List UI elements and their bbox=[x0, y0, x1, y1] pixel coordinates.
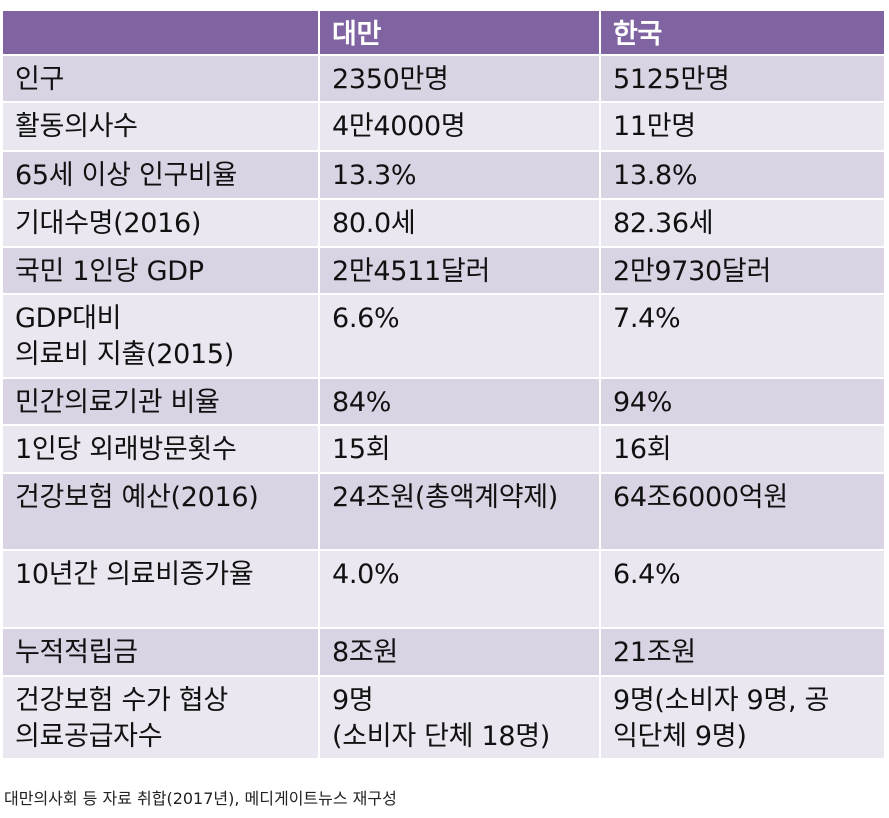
korea-value: 94% bbox=[601, 379, 886, 426]
taiwan-value: 2350만명 bbox=[320, 56, 601, 103]
table-row: 기대수명(2016) 80.0세 82.36세 bbox=[3, 200, 886, 248]
korea-value: 64조6000억원 bbox=[601, 474, 886, 551]
row-label: 10년간 의료비증가율 bbox=[3, 551, 320, 629]
row-label: 65세 이상 인구비율 bbox=[3, 152, 320, 200]
taiwan-value: 84% bbox=[320, 379, 601, 426]
taiwan-value: 80.0세 bbox=[320, 200, 601, 248]
header-cell-korea: 한국 bbox=[601, 11, 886, 56]
korea-value: 5125만명 bbox=[601, 56, 886, 103]
table-row: 65세 이상 인구비율 13.3% 13.8% bbox=[3, 152, 886, 200]
korea-value: 16회 bbox=[601, 426, 886, 474]
source-caption: 대만의사회 등 자료 취합(2017년), 메디게이트뉴스 재구성 bbox=[4, 789, 397, 808]
row-label: 국민 1인당 GDP bbox=[3, 248, 320, 295]
korea-value: 82.36세 bbox=[601, 200, 886, 248]
table-row: 1인당 외래방문횟수 15회 16회 bbox=[3, 426, 886, 474]
row-label: GDP대비 의료비 지출(2015) bbox=[3, 295, 320, 379]
row-label: 1인당 외래방문횟수 bbox=[3, 426, 320, 474]
taiwan-value: 24조원(총액계약제) bbox=[320, 474, 601, 551]
header-cell-blank bbox=[3, 11, 320, 56]
korea-value: 9명(소비자 9명, 공 익단체 9명) bbox=[601, 677, 886, 760]
row-label: 누적적립금 bbox=[3, 629, 320, 677]
taiwan-value: 4만4000명 bbox=[320, 103, 601, 152]
table-row: 건강보험 수가 협상 의료공급자수 9명 (소비자 단체 18명) 9명(소비자… bbox=[3, 677, 886, 760]
header-cell-taiwan: 대만 bbox=[320, 11, 601, 56]
table-row: 10년간 의료비증가율 4.0% 6.4% bbox=[3, 551, 886, 629]
table-row: 인구 2350만명 5125만명 bbox=[3, 56, 886, 103]
table-row: 활동의사수 4만4000명 11만명 bbox=[3, 103, 886, 152]
korea-value: 11만명 bbox=[601, 103, 886, 152]
row-label: 건강보험 예산(2016) bbox=[3, 474, 320, 551]
taiwan-value: 6.6% bbox=[320, 295, 601, 379]
taiwan-value: 4.0% bbox=[320, 551, 601, 629]
taiwan-value: 13.3% bbox=[320, 152, 601, 200]
taiwan-value: 9명 (소비자 단체 18명) bbox=[320, 677, 601, 760]
comparison-table: 대만 한국 인구 2350만명 5125만명 활동의사수 4만4000명 11만… bbox=[3, 11, 886, 760]
korea-value: 13.8% bbox=[601, 152, 886, 200]
row-label: 기대수명(2016) bbox=[3, 200, 320, 248]
row-label: 민간의료기관 비율 bbox=[3, 379, 320, 426]
row-label: 활동의사수 bbox=[3, 103, 320, 152]
row-label: 인구 bbox=[3, 56, 320, 103]
taiwan-value: 15회 bbox=[320, 426, 601, 474]
taiwan-value: 2만4511달러 bbox=[320, 248, 601, 295]
table-row: 건강보험 예산(2016) 24조원(총액계약제) 64조6000억원 bbox=[3, 474, 886, 551]
korea-value: 6.4% bbox=[601, 551, 886, 629]
table-row: 국민 1인당 GDP 2만4511달러 2만9730달러 bbox=[3, 248, 886, 295]
table-row: 누적적립금 8조원 21조원 bbox=[3, 629, 886, 677]
row-label: 건강보험 수가 협상 의료공급자수 bbox=[3, 677, 320, 760]
korea-value: 7.4% bbox=[601, 295, 886, 379]
taiwan-value: 8조원 bbox=[320, 629, 601, 677]
korea-value: 2만9730달러 bbox=[601, 248, 886, 295]
korea-value: 21조원 bbox=[601, 629, 886, 677]
header-row: 대만 한국 bbox=[3, 11, 886, 56]
table-row: GDP대비 의료비 지출(2015) 6.6% 7.4% bbox=[3, 295, 886, 379]
table-row: 민간의료기관 비율 84% 94% bbox=[3, 379, 886, 426]
